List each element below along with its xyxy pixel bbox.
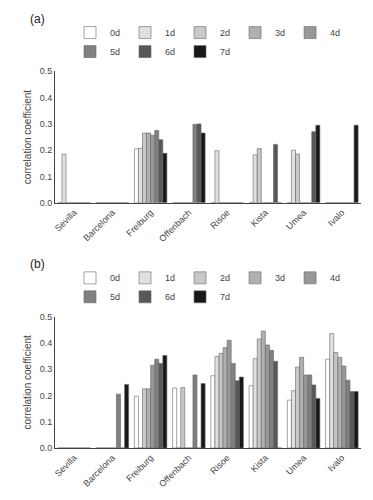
svg-text:4d: 4d (330, 28, 340, 38)
svg-text:0.0: 0.0 (40, 443, 53, 453)
svg-text:Risoe: Risoe (208, 208, 231, 231)
svg-text:Offenbach: Offenbach (157, 208, 193, 244)
svg-text:0.3: 0.3 (40, 119, 53, 129)
svg-text:0.5: 0.5 (40, 312, 53, 322)
svg-text:3d: 3d (275, 28, 285, 38)
svg-text:0d: 0d (110, 273, 120, 283)
svg-text:5d: 5d (110, 292, 120, 302)
svg-text:0.4: 0.4 (40, 93, 53, 103)
svg-text:0.4: 0.4 (40, 338, 53, 348)
svg-text:(b): (b) (30, 257, 45, 271)
svg-text:2d: 2d (220, 28, 230, 38)
svg-text:3d: 3d (275, 273, 285, 283)
svg-text:Freiburg: Freiburg (124, 208, 155, 239)
svg-text:0.2: 0.2 (40, 391, 53, 401)
svg-text:Offenbach: Offenbach (157, 453, 193, 489)
svg-text:correlation coefficient: correlation coefficient (22, 90, 33, 185)
svg-text:0.2: 0.2 (40, 145, 53, 155)
svg-text:Sevilla: Sevilla (53, 453, 79, 479)
svg-text:Barcelona: Barcelona (81, 208, 117, 244)
svg-text:0.1: 0.1 (40, 172, 53, 182)
svg-text:0.1: 0.1 (40, 417, 53, 427)
svg-text:0.0: 0.0 (40, 198, 53, 208)
svg-text:0.3: 0.3 (40, 364, 53, 374)
svg-text:2d: 2d (220, 273, 230, 283)
svg-text:(a): (a) (30, 12, 45, 26)
svg-text:1d: 1d (165, 273, 175, 283)
svg-text:0d: 0d (110, 28, 120, 38)
svg-text:6d: 6d (165, 47, 175, 57)
svg-text:Freiburg: Freiburg (124, 453, 155, 484)
svg-text:correlation coefficient: correlation coefficient (22, 335, 33, 430)
svg-text:5d: 5d (110, 47, 120, 57)
svg-text:Risoe: Risoe (208, 453, 231, 476)
svg-text:7d: 7d (220, 292, 230, 302)
svg-text:Kista: Kista (249, 208, 270, 229)
svg-text:Umea: Umea (284, 453, 308, 477)
svg-text:0.5: 0.5 (40, 66, 53, 76)
svg-text:1d: 1d (165, 28, 175, 38)
svg-text:Barcelona: Barcelona (81, 453, 117, 489)
svg-text:Umea: Umea (284, 208, 308, 232)
svg-text:Kista: Kista (249, 453, 270, 474)
svg-text:6d: 6d (165, 292, 175, 302)
svg-text:4d: 4d (330, 273, 340, 283)
svg-text:Sevilla: Sevilla (53, 208, 79, 234)
svg-text:Ivalo: Ivalo (326, 453, 347, 474)
svg-text:7d: 7d (220, 47, 230, 57)
svg-text:Ivalo: Ivalo (326, 208, 347, 229)
